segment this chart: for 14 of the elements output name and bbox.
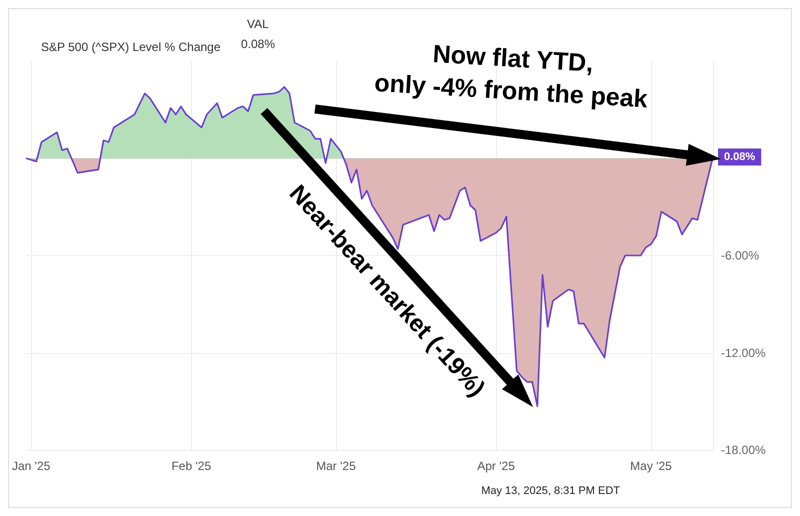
x-tick-label: May '25 — [630, 459, 672, 473]
x-tick-label: Mar '25 — [316, 459, 356, 473]
text: 0.08% — [241, 37, 276, 51]
x-tick-label: Apr '25 — [477, 459, 516, 473]
y-tick-label: -6.00% — [721, 248, 760, 262]
y-tick-label: -12.00% — [721, 346, 766, 360]
text: S&P 500 (^SPX) Level % Change — [41, 40, 221, 54]
x-tick-label: Feb '25 — [171, 459, 212, 473]
y-tick-label: -18.00% — [721, 443, 766, 457]
legend-title: VAL — [246, 17, 270, 31]
annotation: Now flat YTD, only -4% from the peak — [374, 40, 648, 114]
text: May 13, 2025, 8:31 PM EDT — [481, 485, 620, 497]
x-tick-label: Jan '25 — [12, 459, 51, 473]
data-label: 0.08% — [724, 150, 756, 163]
